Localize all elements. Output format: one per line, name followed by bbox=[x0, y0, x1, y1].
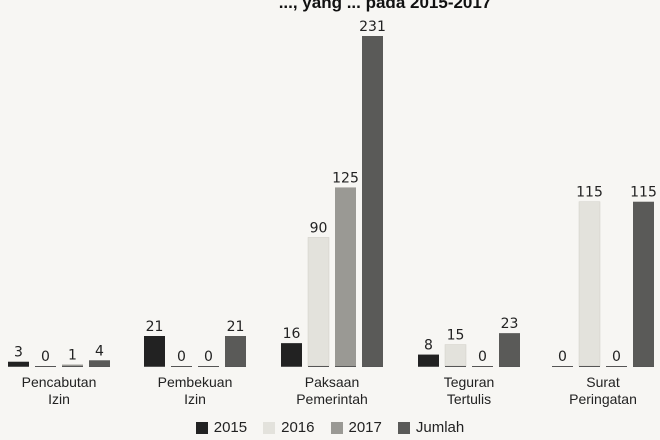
category-label-surat-line2: Peringatan bbox=[569, 391, 637, 407]
category-label-paksaan-line2: Pemerintah bbox=[296, 391, 368, 407]
legend-swatch-2015 bbox=[195, 421, 208, 434]
bar-surat-2016 bbox=[578, 201, 601, 367]
value-label-pencabutan-2016: 0 bbox=[41, 349, 50, 365]
legend-swatch-jumlah bbox=[397, 421, 410, 434]
category-label-teguran-line1: Teguran bbox=[444, 374, 495, 390]
value-label-surat-2015: 0 bbox=[558, 349, 567, 365]
bar-paksaan-2015 bbox=[281, 343, 302, 366]
category-label-pembekuan-line1: Pembekuan bbox=[158, 374, 233, 390]
legend: 2015 2016 2017 Jumlah bbox=[0, 419, 660, 436]
bar-paksaan-jumlah bbox=[362, 36, 383, 366]
value-label-paksaan-2016: 90 bbox=[310, 220, 328, 236]
value-label-paksaan-2015: 16 bbox=[283, 326, 301, 342]
value-label-pembekuan-2015: 21 bbox=[146, 319, 164, 335]
category-label-teguran-line2: Tertulis bbox=[447, 391, 491, 407]
category-label-pembekuan-line2: Izin bbox=[184, 391, 206, 407]
legend-label-2015: 2015 bbox=[213, 419, 248, 436]
legend-label-2017: 2017 bbox=[348, 419, 382, 436]
bar-pencabutan-2015 bbox=[8, 361, 29, 366]
value-label-teguran-2015: 8 bbox=[424, 338, 433, 354]
legend-label-2016: 2016 bbox=[281, 419, 315, 436]
legend-item-2015: 2015 bbox=[195, 419, 248, 436]
bar-paksaan-2016 bbox=[307, 237, 330, 367]
bar-pencabutan-2017 bbox=[62, 364, 83, 366]
value-label-pencabutan-2015: 3 bbox=[14, 345, 23, 361]
bar-pembekuan-2015 bbox=[144, 336, 165, 366]
category-labels: PencabutanIzinPembekuanIzinPaksaanPemeri… bbox=[22, 374, 637, 407]
value-label-surat-2017: 0 bbox=[612, 349, 621, 365]
legend-label-jumlah: Jumlah bbox=[415, 419, 465, 436]
category-label-pencabutan-line1: Pencabutan bbox=[22, 374, 97, 390]
value-label-pembekuan-jumlah: 21 bbox=[227, 319, 245, 335]
value-label-surat-jumlah: 115 bbox=[630, 185, 657, 201]
legend-item-2016: 2016 bbox=[263, 419, 315, 436]
value-label-pembekuan-2016: 0 bbox=[177, 349, 186, 365]
bar-paksaan-2017 bbox=[335, 187, 356, 366]
legend-item-2017: 2017 bbox=[330, 419, 382, 436]
value-label-paksaan-2017: 125 bbox=[332, 170, 359, 186]
category-label-pencabutan-line2: Izin bbox=[48, 391, 70, 407]
legend-item-jumlah: Jumlah bbox=[397, 419, 465, 436]
bar-teguran-jumlah bbox=[499, 333, 520, 366]
value-label-teguran-2016: 15 bbox=[447, 328, 465, 344]
value-label-pencabutan-2017: 1 bbox=[68, 348, 77, 364]
category-label-surat-line1: Surat bbox=[586, 374, 620, 390]
bar-teguran-2015 bbox=[418, 354, 439, 366]
bar-pembekuan-jumlah bbox=[225, 336, 246, 366]
chart-title: ..., yang ... pada 2015-2017 bbox=[279, 0, 492, 12]
value-label-paksaan-jumlah: 231 bbox=[359, 19, 386, 35]
value-label-pencabutan-jumlah: 4 bbox=[95, 343, 104, 359]
value-label-pembekuan-2017: 0 bbox=[204, 349, 213, 365]
legend-swatch-2017 bbox=[330, 421, 343, 434]
bar-teguran-2016 bbox=[444, 344, 467, 367]
bar-pencabutan-jumlah bbox=[89, 360, 110, 366]
bar-surat-jumlah bbox=[633, 201, 654, 366]
value-label-teguran-jumlah: 23 bbox=[501, 316, 519, 332]
value-label-teguran-2017: 0 bbox=[478, 349, 487, 365]
value-label-surat-2016: 115 bbox=[576, 185, 603, 201]
legend-swatch-2016 bbox=[263, 421, 276, 434]
category-label-paksaan-line1: Paksaan bbox=[305, 374, 359, 390]
